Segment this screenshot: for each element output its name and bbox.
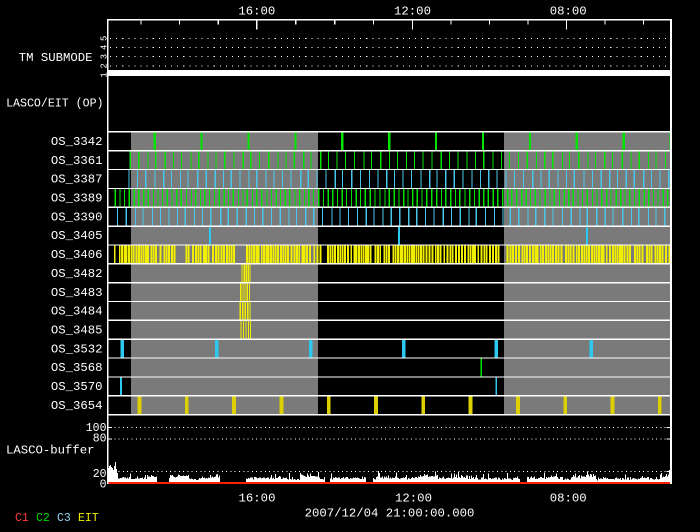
svg-text:0: 0 [100, 479, 107, 492]
svg-text:OS_3654: OS_3654 [51, 399, 103, 413]
svg-text:OS_3387: OS_3387 [51, 173, 103, 187]
svg-text:OS_3568: OS_3568 [51, 361, 103, 375]
svg-text:16:00: 16:00 [239, 492, 276, 506]
svg-text:LASCO/EIT (OP): LASCO/EIT (OP) [6, 98, 103, 111]
svg-text:3: 3 [100, 54, 110, 59]
svg-text:1: 1 [100, 72, 110, 77]
svg-text:LASCO-buffer: LASCO-buffer [6, 444, 95, 458]
svg-text:OS_3342: OS_3342 [51, 135, 103, 149]
svg-text:OS_3532: OS_3532 [51, 342, 103, 356]
svg-text:OS_3570: OS_3570 [51, 380, 103, 394]
svg-text:OS_3361: OS_3361 [51, 154, 103, 168]
svg-text:100: 100 [86, 422, 107, 435]
svg-text:OS_3484: OS_3484 [51, 305, 103, 319]
svg-text:20: 20 [93, 468, 107, 481]
svg-text:2: 2 [100, 63, 110, 68]
svg-text:08:00: 08:00 [550, 492, 587, 506]
svg-text:OS_3389: OS_3389 [51, 191, 103, 205]
svg-text:C1: C1 [15, 512, 29, 525]
svg-text:OS_3485: OS_3485 [51, 323, 103, 337]
svg-text:C2: C2 [36, 512, 50, 525]
svg-text:5: 5 [100, 36, 110, 41]
svg-text:TM SUBMODE: TM SUBMODE [19, 51, 93, 65]
svg-text:2007/12/04 21:00:00.000: 2007/12/04 21:00:00.000 [305, 507, 475, 521]
svg-text:12:00: 12:00 [395, 492, 432, 506]
svg-text:80: 80 [93, 433, 107, 446]
svg-text:08:00: 08:00 [550, 5, 587, 19]
svg-text:4: 4 [100, 45, 110, 50]
svg-text:OS_3405: OS_3405 [51, 229, 103, 243]
svg-text:OS_3390: OS_3390 [51, 210, 103, 224]
svg-text:16:00: 16:00 [238, 5, 275, 19]
svg-text:OS_3406: OS_3406 [51, 248, 103, 262]
svg-text:12:00: 12:00 [394, 5, 431, 19]
svg-text:EIT: EIT [78, 512, 99, 525]
svg-text:OS_3483: OS_3483 [51, 286, 103, 300]
svg-text:C3: C3 [57, 512, 71, 525]
svg-text:OS_3482: OS_3482 [51, 267, 103, 281]
